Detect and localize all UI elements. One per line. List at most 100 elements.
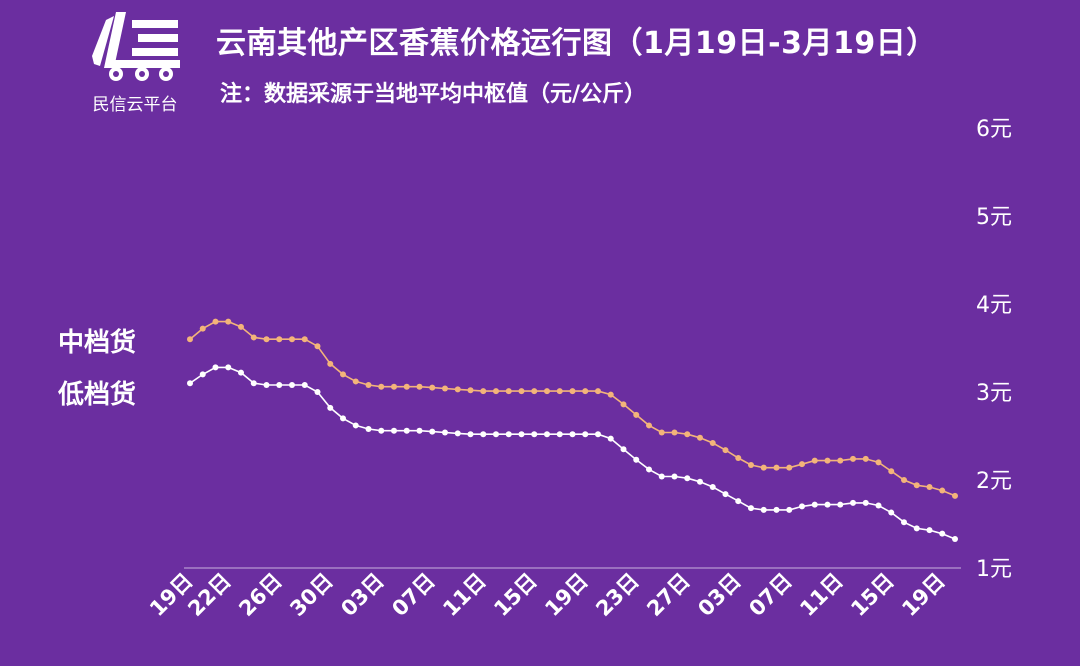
logo-text: 民信云平台 bbox=[92, 95, 178, 115]
series-point-1 bbox=[263, 381, 270, 388]
series-point-1 bbox=[212, 364, 219, 371]
series-point-1 bbox=[748, 505, 754, 512]
series-point-1 bbox=[901, 519, 907, 526]
series-point-1 bbox=[888, 509, 895, 516]
series-point-1 bbox=[531, 431, 538, 438]
series-point-0 bbox=[480, 388, 487, 395]
series-point-0 bbox=[901, 477, 907, 483]
series-point-1 bbox=[276, 381, 283, 388]
x-tick-label: 22日 bbox=[183, 569, 235, 621]
series-point-0 bbox=[467, 387, 474, 394]
series-point-0 bbox=[773, 464, 780, 471]
series-point-1 bbox=[926, 527, 933, 534]
series-point-1 bbox=[620, 446, 627, 453]
series-point-1 bbox=[850, 499, 856, 506]
series-point-0 bbox=[569, 388, 576, 395]
x-tick-label: 15日 bbox=[489, 569, 541, 621]
series-point-0 bbox=[187, 336, 193, 343]
series-point-1 bbox=[238, 369, 244, 376]
legend-series-low: 低档货 bbox=[58, 380, 137, 410]
series-point-0 bbox=[913, 482, 920, 489]
series-point-0 bbox=[850, 455, 856, 462]
series-point-1 bbox=[429, 428, 436, 435]
series-point-1 bbox=[544, 431, 550, 438]
series-point-0 bbox=[352, 378, 359, 385]
series-point-1 bbox=[607, 435, 614, 442]
series-point-0 bbox=[722, 447, 729, 454]
series-point-1 bbox=[799, 503, 805, 510]
series-point-0 bbox=[225, 318, 232, 325]
series-point-0 bbox=[199, 325, 206, 332]
x-tick-label: 30日 bbox=[285, 569, 337, 621]
series-line-0 bbox=[189, 320, 956, 497]
series-point-0 bbox=[888, 468, 895, 475]
series-point-1 bbox=[862, 499, 869, 506]
series-point-1 bbox=[939, 530, 946, 537]
x-tick-label: 07日 bbox=[744, 569, 796, 621]
series-point-1 bbox=[633, 456, 640, 463]
x-tick-label: 19日 bbox=[897, 569, 949, 621]
series-point-1 bbox=[837, 501, 844, 508]
series-point-0 bbox=[697, 434, 703, 441]
series-point-1 bbox=[187, 380, 193, 387]
page-title: 云南其他产区香蕉价格运行图（1月19日-3月19日） bbox=[216, 26, 937, 61]
series-point-0 bbox=[952, 492, 958, 499]
x-tick-label: 11日 bbox=[438, 569, 490, 621]
series-point-1 bbox=[289, 381, 295, 388]
series-point-0 bbox=[735, 455, 742, 461]
series-point-1 bbox=[365, 425, 372, 432]
series-point-0 bbox=[238, 323, 244, 330]
series-point-1 bbox=[569, 431, 576, 438]
series-point-1 bbox=[824, 501, 831, 508]
series-point-0 bbox=[518, 388, 525, 395]
series-point-1 bbox=[314, 389, 321, 395]
series-point-1 bbox=[913, 525, 920, 532]
series-point-1 bbox=[403, 427, 410, 434]
series-point-1 bbox=[480, 431, 487, 438]
series-point-0 bbox=[250, 334, 257, 341]
series-point-1 bbox=[646, 466, 652, 473]
series-point-1 bbox=[378, 427, 385, 434]
series-point-1 bbox=[671, 473, 678, 480]
y-tick-label: 2元 bbox=[976, 469, 1012, 494]
series-point-1 bbox=[556, 431, 563, 438]
series-point-1 bbox=[301, 381, 308, 388]
x-tick-label: 23日 bbox=[591, 569, 643, 621]
series-point-1 bbox=[722, 491, 729, 498]
series-point-0 bbox=[301, 336, 308, 343]
y-tick-label: 5元 bbox=[976, 205, 1012, 230]
series-point-1 bbox=[505, 431, 512, 438]
series-point-0 bbox=[212, 318, 219, 325]
series-point-1 bbox=[391, 427, 397, 434]
series-point-0 bbox=[824, 457, 831, 464]
series-point-0 bbox=[416, 383, 423, 390]
series-point-0 bbox=[263, 336, 270, 343]
x-tick-label: 11日 bbox=[795, 569, 847, 621]
series-point-1 bbox=[786, 506, 793, 513]
series-point-1 bbox=[773, 506, 780, 513]
series-point-0 bbox=[340, 371, 346, 378]
series-point-0 bbox=[556, 388, 563, 395]
series-point-0 bbox=[709, 440, 716, 447]
series-point-0 bbox=[799, 461, 805, 468]
x-tick-label: 19日 bbox=[540, 569, 592, 621]
series-point-1 bbox=[697, 478, 703, 485]
series-point-0 bbox=[620, 401, 627, 408]
series-point-1 bbox=[760, 506, 767, 513]
x-tick-label: 26日 bbox=[234, 569, 286, 621]
series-point-0 bbox=[276, 336, 283, 343]
series-point-1 bbox=[467, 431, 474, 438]
series-point-1 bbox=[199, 371, 206, 378]
series-point-0 bbox=[607, 391, 614, 398]
series-point-0 bbox=[531, 388, 538, 395]
series-point-0 bbox=[658, 429, 665, 436]
series-point-0 bbox=[671, 429, 678, 436]
series-point-0 bbox=[862, 455, 869, 462]
series-point-1 bbox=[250, 380, 257, 387]
series-point-1 bbox=[952, 535, 958, 542]
page-subtitle: 注：数据采源于当地平均中枢值（元/公斤） bbox=[220, 82, 647, 107]
series-point-0 bbox=[748, 462, 754, 469]
x-tick-label: 07日 bbox=[387, 569, 439, 621]
x-tick-label: 03日 bbox=[336, 569, 388, 621]
